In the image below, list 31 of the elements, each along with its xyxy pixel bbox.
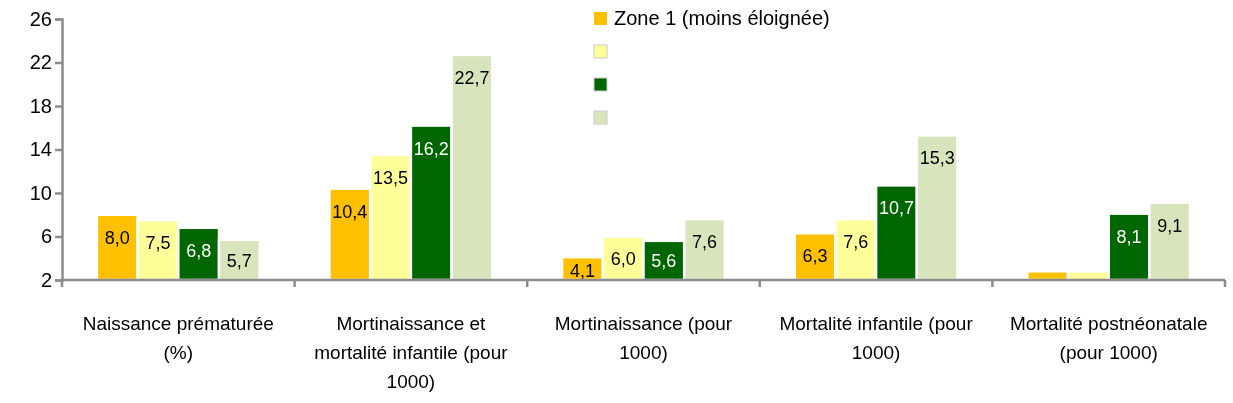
legend-label: Zone 1 (moins éloignée) — [614, 7, 830, 29]
x-tick-label: Mortinaissance (pour 1000) — [554, 313, 733, 363]
data-label: 6,0 — [610, 249, 636, 270]
data-label: 5,6 — [651, 251, 677, 272]
data-label: 6,8 — [186, 240, 212, 261]
data-label: 16,2 — [413, 138, 449, 159]
y-tick-label: 14 — [29, 138, 52, 161]
x-tick-label: Mortinaissance et mortalité infantile (pour 1000) — [314, 313, 509, 392]
x-tick-label: Mortalité infantile (pour 1000) — [779, 313, 974, 363]
data-label: 13,5 — [373, 167, 409, 188]
x-tick-label: Naissance prématurée (%) — [82, 313, 274, 363]
data-label: 10,7 — [878, 198, 914, 219]
data-label: 8,0 — [104, 227, 130, 248]
data-label: 7,6 — [692, 232, 718, 253]
data-label: 6,3 — [802, 246, 828, 267]
data-label: 7,5 — [145, 233, 171, 254]
y-tick-label: 18 — [29, 94, 52, 117]
y-tick-label: 6 — [40, 225, 52, 248]
data-label: 4,1 — [569, 261, 595, 282]
y-tick-label: 22 — [29, 51, 52, 74]
data-label: 10,4 — [332, 201, 368, 222]
data-label: 22,7 — [454, 67, 490, 88]
data-label: 5,7 — [226, 250, 252, 271]
y-tick-label: 26 — [29, 7, 52, 30]
data-label: 15,3 — [919, 148, 955, 169]
y-tick-label: 10 — [29, 181, 52, 204]
data-label: 9,1 — [1157, 215, 1183, 236]
x-tick-label: Mortalité postnéonatale (pour 1000) — [1009, 313, 1208, 363]
data-label: 7,6 — [843, 232, 869, 253]
y-tick-label: 2 — [40, 268, 52, 291]
data-label: 8,1 — [1116, 226, 1142, 247]
